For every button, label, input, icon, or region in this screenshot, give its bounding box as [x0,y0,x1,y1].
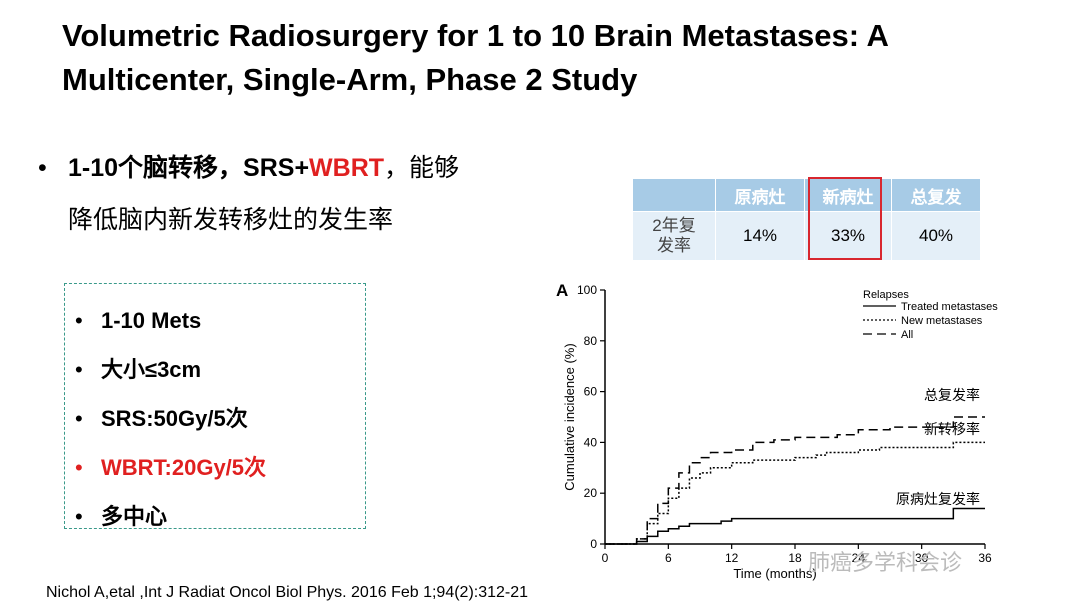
bullet-dot-icon: • [38,154,47,182]
bullet-text-wbrt: WBRT [309,154,385,182]
series-line-solid [605,507,985,545]
x-tick-label: 0 [602,551,609,565]
bullet-dot-icon: • [75,357,83,382]
legend-label: All [901,329,913,341]
incidence-chart: A 0 20 40 60 80 100 0 6 12 18 24 30 36 Time (months) Cu… [556,281,998,581]
criteria-text: SRS:50Gy/5次 [101,406,248,431]
row-label-line1: 2年复 [652,216,696,235]
criteria-text: 多中心 [101,504,168,529]
y-tick-label: 20 [584,486,598,500]
x-tick-label: 12 [725,551,739,565]
criteria-box: • 1-10 Mets • 大小≤3cm • SRS:50Gy/5次 • WBRT:20… [64,283,366,529]
legend-label: New metastases [901,315,983,327]
series-annotation: 新转移率 [924,421,980,437]
table-header: 总复发 [891,178,981,212]
bullet-dot-icon: • [75,504,83,529]
criteria-text: WBRT:20Gy/5次 [101,455,267,480]
bullet-dot-icon: • [75,406,83,431]
main-bullet: • 1-10个脑转移，SRS+WBRT，能够 降低脑内新发转移灶的发生率 [38,142,459,246]
bullet-text-part1: 1-10个脑转移，SRS+ [68,154,310,182]
criteria-item: • 大小≤3cm [75,345,365,394]
watermark: 肺癌多学科会诊 [808,550,963,575]
series-line-dotted [605,441,985,545]
bullet-dot-icon: • [75,308,83,333]
title-line-2: Multicenter, Single-Arm, Phase 2 Study [62,62,638,97]
series-annotation: 总复发率 [924,387,980,403]
legend-label: Treated metastases [901,301,998,313]
recurrence-table: 原病灶 新病灶 总复发 2年复 发率 14% 33% 40% [632,178,981,261]
series-annotation: 原病灶复发率 [896,491,980,507]
series-line-dashed [605,416,985,545]
table-header: 原病灶 [715,178,805,212]
slide-title: Volumetric Radiosurgery for 1 to 10 Brai… [62,14,1042,102]
title-line-1: Volumetric Radiosurgery for 1 to 10 Brai… [62,18,889,53]
criteria-item: • 多中心 [75,492,365,541]
x-tick-label: 18 [788,551,802,565]
y-axis-label: Cumulative incidence (%) [562,343,577,490]
bullet-text-part3: ，能够 [384,154,460,182]
criteria-item: • WBRT:20Gy/5次 [75,443,365,492]
table-cell: 14% [715,211,805,261]
criteria-text: 1-10 Mets [101,308,202,333]
criteria-item: • 1-10 Mets [75,296,365,345]
table-corner [632,178,716,212]
table-cell: 40% [891,211,981,261]
legend-title: Relapses [863,289,909,301]
y-tick-label: 40 [584,435,598,449]
x-tick-label: 24 [852,551,866,565]
citation: Nichol A,etal ,Int J Radiat Oncol Biol P… [46,584,529,601]
y-tick-label: 100 [577,283,597,297]
criteria-text: 大小≤3cm [101,357,202,382]
y-tick-label: 0 [590,537,597,551]
x-tick-label: 6 [665,551,672,565]
criteria-item: • SRS:50Gy/5次 [75,394,365,443]
y-tick-label: 60 [584,385,598,399]
table-row-label: 2年复 发率 [632,211,716,261]
table-header: 新病灶 [804,178,892,212]
row-label-line2: 发率 [657,236,691,255]
highlight-box [808,177,882,260]
bullet-dot-icon: • [75,455,83,480]
bullet-text-line2: 降低脑内新发转移灶的发生率 [68,206,394,234]
x-tick-label: 30 [915,551,929,565]
y-tick-label: 80 [584,334,598,348]
panel-label: A [556,281,568,300]
x-tick-label: 36 [978,551,992,565]
x-axis-label: Time (months) [733,566,816,581]
